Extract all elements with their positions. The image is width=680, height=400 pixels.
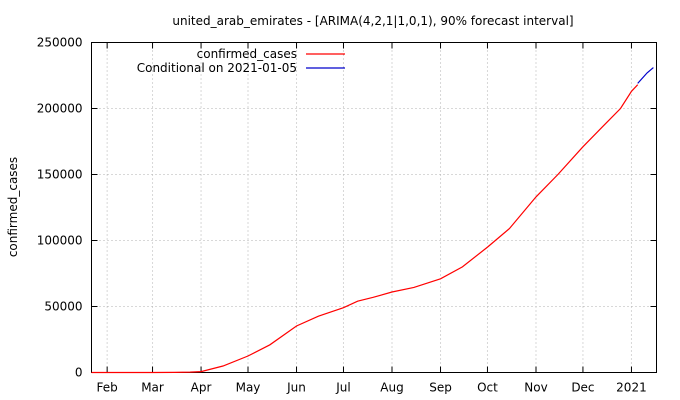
y-tick-label: 50000 xyxy=(44,300,82,314)
x-tick-label: Apr xyxy=(191,381,212,395)
x-tick-label: Mar xyxy=(141,381,164,395)
x-tick-label: Aug xyxy=(380,381,403,395)
series-lines xyxy=(91,67,654,374)
series-line-forecast xyxy=(637,67,654,84)
y-tick-label: 250000 xyxy=(37,36,83,50)
x-tick-label: Sep xyxy=(429,381,452,395)
chart-title: united_arab_emirates - [ARIMA(4,2,1|1,0,… xyxy=(172,14,573,28)
y-tick-label: 0 xyxy=(75,366,83,380)
grid-lines xyxy=(91,42,657,373)
x-tick-label: May xyxy=(236,381,261,395)
x-tick-label: Dec xyxy=(571,381,594,395)
x-tick-label: 2021 xyxy=(616,381,647,395)
legend-label: confirmed_cases xyxy=(197,47,297,61)
legend-label: Conditional on 2021-01-05 xyxy=(137,61,297,75)
x-tick-label: Nov xyxy=(524,381,547,395)
plot-frame xyxy=(91,42,657,373)
x-tick-label: Jul xyxy=(335,381,350,395)
x-tick-label: Oct xyxy=(477,381,498,395)
y-tick-label: 150000 xyxy=(37,168,83,182)
y-axis-label: confirmed_cases xyxy=(6,157,20,257)
x-tick-label: Feb xyxy=(97,381,118,395)
axis-ticks: 0 50000 100000 150000 200000 250000 Feb Mar Apr M… xyxy=(37,36,657,395)
y-tick-label: 200000 xyxy=(37,102,83,116)
x-tick-label: Jun xyxy=(286,381,306,395)
y-tick-label: 100000 xyxy=(37,234,83,248)
series-line-confirmed-cases xyxy=(91,84,639,374)
